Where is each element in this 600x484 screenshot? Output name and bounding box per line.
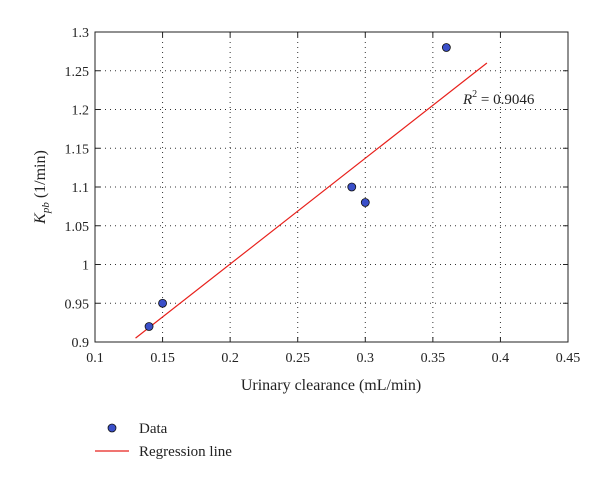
annotation-rest: = 0.9046 — [477, 92, 535, 108]
plot-area — [94, 31, 569, 343]
y-tick-label: 1.3 — [72, 26, 90, 41]
y-axis-ticks: 0.9 0.95 1 1.05 1.1 1.15 1.2 1.25 1.3 — [65, 26, 568, 351]
data-point — [360, 198, 370, 207]
y-tick-label: 0.95 — [65, 297, 90, 312]
x-tick-label: 0.3 — [357, 351, 375, 366]
annotation-sup: 2 — [472, 89, 477, 100]
y-axis-label-base: K — [32, 212, 49, 225]
r-squared-annotation: R2 = 0.9046 — [462, 89, 535, 108]
x-tick-label: 0.2 — [221, 351, 239, 366]
y-axis-label-rest: (1/min) — [32, 150, 49, 202]
y-tick-label: 1.1 — [72, 181, 90, 196]
legend: Data Regression line — [95, 421, 232, 460]
grid — [95, 32, 568, 342]
regression-line-layer — [135, 62, 488, 339]
x-axis-ticks: 0.1 0.15 0.2 0.25 0.3 0.35 0.4 0.45 — [86, 32, 580, 366]
y-tick-label: 0.9 — [72, 336, 90, 351]
legend-label-regression: Regression line — [139, 444, 232, 460]
data-point — [347, 182, 357, 192]
annotation-base: R — [462, 92, 472, 108]
x-tick-label: 0.1 — [86, 351, 104, 366]
x-tick-label: 0.35 — [421, 351, 446, 366]
x-tick-label: 0.15 — [150, 351, 175, 366]
data-point — [158, 298, 167, 308]
legend-marker-data — [107, 423, 117, 433]
x-tick-label: 0.4 — [492, 351, 510, 366]
data-point — [144, 322, 154, 331]
legend-label-data: Data — [139, 421, 168, 437]
x-tick-label: 0.25 — [285, 351, 310, 366]
y-tick-label: 1 — [82, 259, 89, 274]
regression-line — [135, 62, 488, 339]
x-tick-label: 0.45 — [556, 351, 581, 366]
y-tick-label: 1.15 — [65, 142, 90, 157]
y-tick-label: 1.2 — [72, 104, 90, 119]
x-axis-label: Urinary clearance (mL/min) — [241, 377, 421, 394]
y-axis-label: Kpb (1/min) — [32, 150, 52, 225]
data-point — [441, 43, 451, 52]
y-tick-label: 1.05 — [65, 220, 90, 235]
y-axis-label-sub: pb — [40, 202, 52, 215]
y-tick-label: 1.25 — [65, 65, 90, 80]
data-points-layer — [144, 43, 451, 331]
